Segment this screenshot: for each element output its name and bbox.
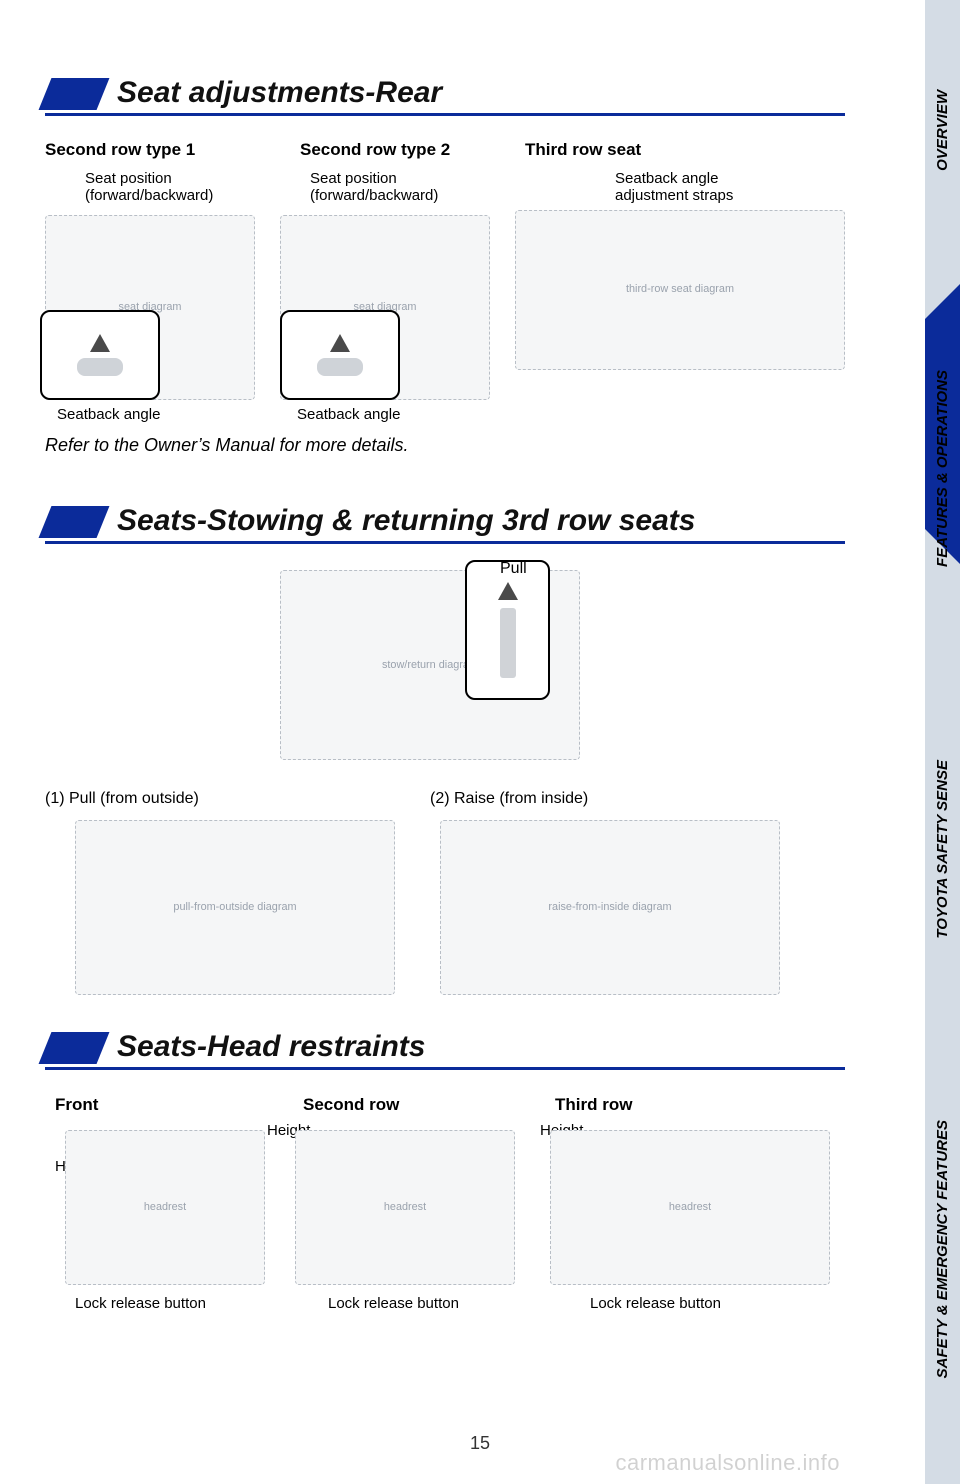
head-col2-title: Second row (303, 1095, 399, 1115)
col3-title: Third row seat (525, 140, 641, 160)
head-col3-title: Third row (555, 1095, 632, 1115)
arrow-up-icon (498, 582, 518, 600)
section-title: Seat adjustments-Rear (117, 76, 442, 110)
svg-text:headrest: headrest (144, 1201, 186, 1213)
col2-title: Second row type 2 (300, 140, 450, 160)
arrow-up-icon (90, 334, 110, 352)
stow-step-1-label: (1) Pull (from outside) (45, 790, 199, 808)
lever-icon (77, 358, 123, 376)
headrest-illus-2: headrest (295, 1130, 515, 1285)
col3-caption-top: Seatback angle adjustment straps (615, 170, 733, 204)
side-tab-tss[interactable]: TOYOTA SAFETY SENSE (934, 760, 951, 939)
head-col3-lock: Lock release button (590, 1295, 721, 1312)
pull-strap-callout (465, 560, 550, 700)
col2-caption-bot: Seatback angle (297, 406, 400, 423)
section-flag-icon (39, 78, 110, 110)
svg-text:raise-from-inside diagram: raise-from-inside diagram (548, 901, 671, 913)
svg-text:pull-from-outside diagram: pull-from-outside diagram (173, 901, 296, 913)
seatback-lever-callout-1 (40, 310, 160, 400)
adjust-illus-3: third-row seat diagram (515, 210, 845, 370)
svg-text:stow/return diagram: stow/return diagram (382, 659, 478, 671)
side-tab-safety[interactable]: SAFETY & EMERGENCY FEATURES (934, 1120, 951, 1378)
stow-step-2-illus: raise-from-inside diagram (440, 820, 780, 995)
svg-text:headrest: headrest (384, 1201, 426, 1213)
stow-step-1-illus: pull-from-outside diagram (75, 820, 395, 995)
col2-caption-top: Seat position (forward/backward) (310, 170, 438, 204)
headrest-illus-3: headrest (550, 1130, 830, 1285)
page-content: Seat adjustments-Rear Second row type 1 … (45, 0, 845, 1484)
col1-caption-top: Seat position (forward/backward) (85, 170, 213, 204)
stow-step-2-label: (2) Raise (from inside) (430, 790, 588, 808)
side-tab-features[interactable]: FEATURES & OPERATIONS (934, 370, 951, 567)
headrest-illus-1: headrest (65, 1130, 265, 1285)
section-flag-icon (39, 1032, 110, 1064)
strap-icon (500, 608, 516, 678)
pull-label: Pull (500, 560, 527, 578)
svg-text:third-row seat diagram: third-row seat diagram (626, 283, 734, 295)
head-col1-lock: Lock release button (75, 1295, 206, 1312)
seatback-lever-callout-2 (280, 310, 400, 400)
side-tab-overview[interactable]: OVERVIEW (934, 90, 951, 171)
watermark-text: carmanualsonline.info (615, 1450, 840, 1476)
section-rule (45, 1067, 845, 1070)
adjust-note: Refer to the Owner’s Manual for more det… (45, 435, 409, 456)
manual-page: OVERVIEW FEATURES & OPERATIONS TOYOTA SA… (0, 0, 960, 1484)
section-rule (45, 113, 845, 116)
col1-title: Second row type 1 (45, 140, 195, 160)
col1-caption-bot: Seatback angle (57, 406, 160, 423)
section-title: Seats-Stowing & returning 3rd row seats (117, 504, 695, 538)
section-rule (45, 541, 845, 544)
arrow-up-icon (330, 334, 350, 352)
section-flag-icon (39, 506, 110, 538)
svg-text:headrest: headrest (669, 1201, 711, 1213)
side-tab-strip: OVERVIEW FEATURES & OPERATIONS TOYOTA SA… (845, 0, 960, 1484)
head-col1-title: Front (55, 1095, 98, 1115)
head-col2-lock: Lock release button (328, 1295, 459, 1312)
section-title: Seats-Head restraints (117, 1030, 425, 1064)
lever-icon (317, 358, 363, 376)
